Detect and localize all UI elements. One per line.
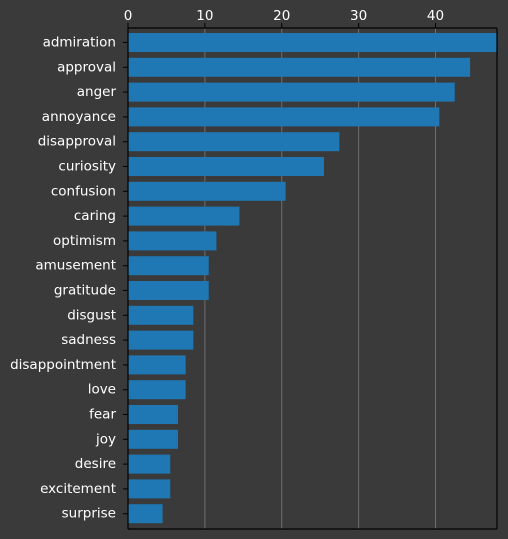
bar-gratitude [128, 281, 209, 300]
bar-sadness [128, 330, 194, 350]
axes [123, 23, 498, 530]
bar-disappointment [128, 355, 186, 375]
bar-caring [128, 206, 240, 226]
category-label-joy: joy [95, 431, 116, 447]
bar-love [128, 380, 186, 400]
bar-joy [128, 429, 178, 449]
category-label-gratitude: gratitude [54, 283, 116, 299]
bar-curiosity [128, 157, 325, 176]
category-label-optimism: optimism [53, 233, 116, 249]
bar-amusement [128, 256, 209, 276]
bar-confusion [128, 181, 286, 201]
category-label-amusement: amusement [35, 258, 116, 274]
bar-disapproval [128, 132, 340, 152]
labels: admiration approval anger annoyance disappro… [10, 8, 444, 522]
x-tick-label-0: 0 [124, 8, 133, 24]
bar-optimism [128, 231, 217, 251]
bar-admiration [128, 33, 497, 52]
bar-approval [128, 57, 471, 77]
category-label-surprise: surprise [62, 506, 116, 522]
category-label-anger: anger [77, 84, 117, 100]
x-tick-label-20: 20 [273, 8, 290, 24]
category-label-confusion: confusion [51, 183, 116, 199]
bars [128, 33, 497, 524]
grid-lines [204, 28, 436, 529]
bar-anger [128, 82, 455, 102]
category-label-desire: desire [75, 456, 116, 472]
x-tick-label-30: 30 [350, 8, 367, 24]
bar-surprise [128, 504, 163, 524]
category-label-love: love [88, 382, 116, 398]
category-label-disapproval: disapproval [38, 134, 116, 150]
category-label-admiration: admiration [43, 35, 116, 51]
x-tick-label-10: 10 [196, 8, 213, 24]
bar-excitement [128, 479, 171, 499]
category-label-excitement: excitement [40, 481, 116, 497]
x-tick-label-40: 40 [427, 8, 444, 24]
bar-annoyance [128, 107, 440, 127]
bar-disgust [128, 305, 194, 325]
category-label-annoyance: annoyance [42, 109, 116, 125]
bar-fear [128, 405, 178, 424]
category-label-sadness: sadness [61, 332, 116, 348]
category-label-disgust: disgust [67, 307, 116, 323]
category-label-disappointment: disappointment [10, 357, 116, 373]
category-label-approval: approval [57, 59, 116, 75]
bar-desire [128, 454, 171, 474]
category-label-curiosity: curiosity [58, 159, 116, 175]
category-label-caring: caring [74, 208, 116, 224]
category-label-fear: fear [89, 407, 116, 423]
